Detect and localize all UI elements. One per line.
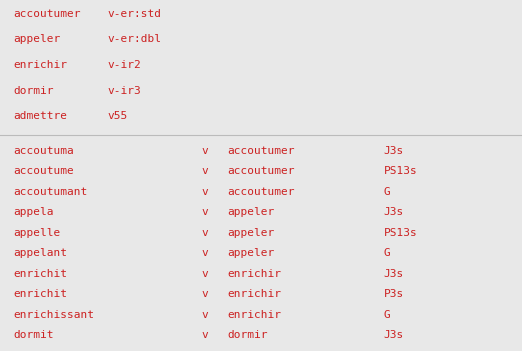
- Text: enrichir: enrichir: [227, 310, 281, 320]
- Text: v55: v55: [107, 111, 127, 121]
- Text: v: v: [201, 228, 208, 238]
- Text: appeler: appeler: [13, 34, 61, 44]
- Text: appeler: appeler: [227, 249, 275, 258]
- Text: J3s: J3s: [384, 146, 404, 155]
- Text: accoutumant: accoutumant: [13, 187, 87, 197]
- Text: v: v: [201, 269, 208, 279]
- Text: v-er:dbl: v-er:dbl: [107, 34, 161, 44]
- Text: enrichit: enrichit: [13, 269, 67, 279]
- Text: enrichit: enrichit: [13, 289, 67, 299]
- Text: J3s: J3s: [384, 207, 404, 217]
- Text: G: G: [384, 249, 390, 258]
- Text: G: G: [384, 310, 390, 320]
- Text: v-ir2: v-ir2: [107, 60, 141, 70]
- Text: appeler: appeler: [227, 207, 275, 217]
- Text: admettre: admettre: [13, 111, 67, 121]
- Text: dormit: dormit: [13, 331, 54, 340]
- Text: appela: appela: [13, 207, 54, 217]
- Text: PS13s: PS13s: [384, 166, 418, 176]
- Text: v: v: [201, 289, 208, 299]
- Text: appelle: appelle: [13, 228, 61, 238]
- Text: v: v: [201, 331, 208, 340]
- Text: enrichissant: enrichissant: [13, 310, 94, 320]
- Text: enrichir: enrichir: [227, 269, 281, 279]
- Text: dormir: dormir: [227, 331, 268, 340]
- Text: v: v: [201, 166, 208, 176]
- Text: P3s: P3s: [384, 289, 404, 299]
- Text: v-er:std: v-er:std: [107, 9, 161, 19]
- Text: accoutumer: accoutumer: [227, 166, 294, 176]
- Text: v: v: [201, 249, 208, 258]
- Text: v: v: [201, 146, 208, 155]
- Text: enrichir: enrichir: [227, 289, 281, 299]
- Text: J3s: J3s: [384, 331, 404, 340]
- Text: dormir: dormir: [13, 86, 54, 95]
- Text: accoutuma: accoutuma: [13, 146, 74, 155]
- Text: accoutumer: accoutumer: [13, 9, 80, 19]
- Text: PS13s: PS13s: [384, 228, 418, 238]
- Text: appeler: appeler: [227, 228, 275, 238]
- Text: G: G: [384, 187, 390, 197]
- Text: v: v: [201, 187, 208, 197]
- Text: v: v: [201, 310, 208, 320]
- Text: accoutumer: accoutumer: [227, 146, 294, 155]
- Text: appelant: appelant: [13, 249, 67, 258]
- Text: v: v: [201, 207, 208, 217]
- Text: J3s: J3s: [384, 269, 404, 279]
- Text: v-ir3: v-ir3: [107, 86, 141, 95]
- Text: accoutumer: accoutumer: [227, 187, 294, 197]
- Text: accoutume: accoutume: [13, 166, 74, 176]
- Text: enrichir: enrichir: [13, 60, 67, 70]
